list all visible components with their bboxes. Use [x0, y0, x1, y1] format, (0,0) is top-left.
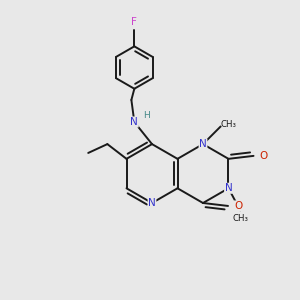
Text: H: H	[143, 111, 150, 120]
Text: CH₃: CH₃	[232, 214, 248, 223]
Text: N: N	[130, 117, 138, 127]
Text: N: N	[199, 139, 207, 149]
Text: O: O	[260, 151, 268, 161]
Text: N: N	[148, 198, 156, 208]
Text: F: F	[131, 17, 137, 27]
Text: CH₃: CH₃	[221, 121, 237, 130]
Text: N: N	[225, 183, 232, 193]
Text: O: O	[234, 201, 242, 211]
